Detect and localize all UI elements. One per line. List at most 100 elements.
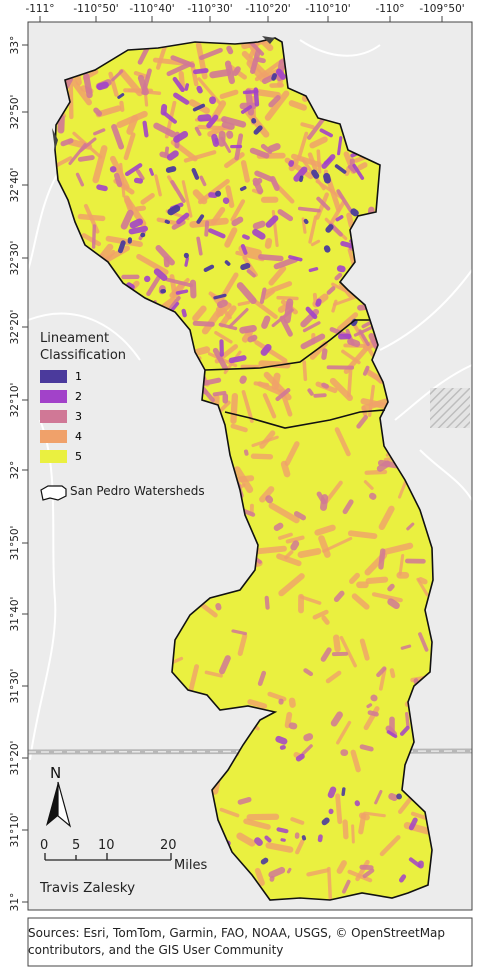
lineament-segment [254,867,265,886]
lineament-segment [387,583,395,592]
lineament-segment [303,668,314,677]
lineament-segment [133,177,144,184]
lineament-segment [363,811,386,818]
lineament-segment [389,668,396,679]
lineament-segment [247,334,258,343]
lineament-segment [167,205,181,216]
legend-label: 2 [75,389,82,403]
lineament-segment [249,147,270,159]
lat-tick-label: 32° [9,461,21,480]
lineament-segment [224,260,231,266]
lineament-segment [95,105,122,118]
lineament-segment [362,868,375,879]
lineament-segment [284,441,300,466]
lineament-segment [321,382,329,389]
lineament-segment [347,338,361,348]
lat-tick-label: 33° [9,36,21,55]
lineament-segment [254,340,288,363]
lineament-segment [340,241,356,249]
lineament-segment [209,96,216,105]
lineament-segment [331,651,349,657]
lineament-segment [408,857,421,868]
lineament-segment [271,73,278,81]
lineament-segment [252,220,266,230]
lineament-segment [203,264,215,273]
lineament-segment [199,175,207,187]
lineament-segment [235,250,265,262]
lineament-segment [91,224,97,249]
lineament-segment [374,789,383,805]
lineament-segment [252,228,266,240]
lineament-segment [337,136,343,156]
lineament-segment [243,449,249,456]
lineament-segment [268,265,287,286]
lineament-segment [297,206,321,213]
lineament-segment [221,116,247,128]
lineament-segment [123,132,136,161]
lineament-segment [239,375,247,384]
lineament-segment [326,286,336,295]
scale-label-5: 5 [72,838,81,853]
lineament-segment [336,312,359,332]
lineament-segment [320,494,329,511]
lineament-segment [400,644,412,650]
lineament-segment [301,835,307,841]
lineament-segment [141,68,152,95]
lineament-segment [213,293,227,300]
lineament-segment [96,81,109,91]
lineament-segment [357,162,368,171]
lineament-segment [324,480,343,504]
lineament-segment [312,609,329,620]
lat-tick-label: 31°10' [9,813,21,848]
lineament-segment [296,131,309,161]
lineament-segment [342,819,349,840]
lineament-segment [230,199,246,222]
lineament-segment [310,239,321,247]
lineament-segment [219,807,240,818]
lineament-segment [154,174,162,197]
lineament-segment [334,164,347,174]
sources-text: Sources: Esri, TomTom, Garmin, FAO, NOAA… [28,926,446,957]
lineament-segment [360,398,389,410]
legend-swatch [40,409,67,423]
lineament-segment [408,817,418,831]
lineament-segment [359,638,370,661]
lineament-segment [288,255,303,262]
lineament-segment [96,184,108,192]
lineament-segment [339,635,357,668]
lon-tick-label: -110°50' [73,3,118,15]
lineament-segment [127,237,132,244]
lineament-segment [356,581,369,589]
lineament-segment [162,111,177,124]
lineament-segment [416,577,429,597]
lineament-segment [77,155,95,162]
lineament-segment [317,834,323,843]
lineament-segment [299,595,322,605]
lineament-segment [239,324,257,334]
lineament-segment [239,186,247,192]
lineament-segment [356,414,369,429]
legend-item-class-4: 4 [40,429,82,443]
lineament-segment [307,388,314,396]
lineament-segment [218,655,231,675]
lat-tick-label: 32°30' [9,241,21,276]
lineament-segment [294,832,300,839]
lineament-segment [286,867,292,874]
lineament-segment [275,68,287,80]
lineament-segment [268,502,300,524]
lineament-segment [328,808,334,815]
lineament-segment [334,427,351,457]
lineament-segment [81,233,102,247]
lineament-segment [136,169,145,181]
lineament-segment [325,670,342,684]
lineament-segment [303,733,314,742]
lineament-segment [302,360,308,382]
lineament-segment [221,121,235,130]
watershed-divide-1 [204,319,370,371]
lineament-segment [299,175,304,183]
lineament-segment [246,813,280,821]
lineament-segment [108,71,119,97]
lineament-segment [273,256,299,270]
lineament-segment [166,150,179,161]
lineament-segment [258,254,284,262]
